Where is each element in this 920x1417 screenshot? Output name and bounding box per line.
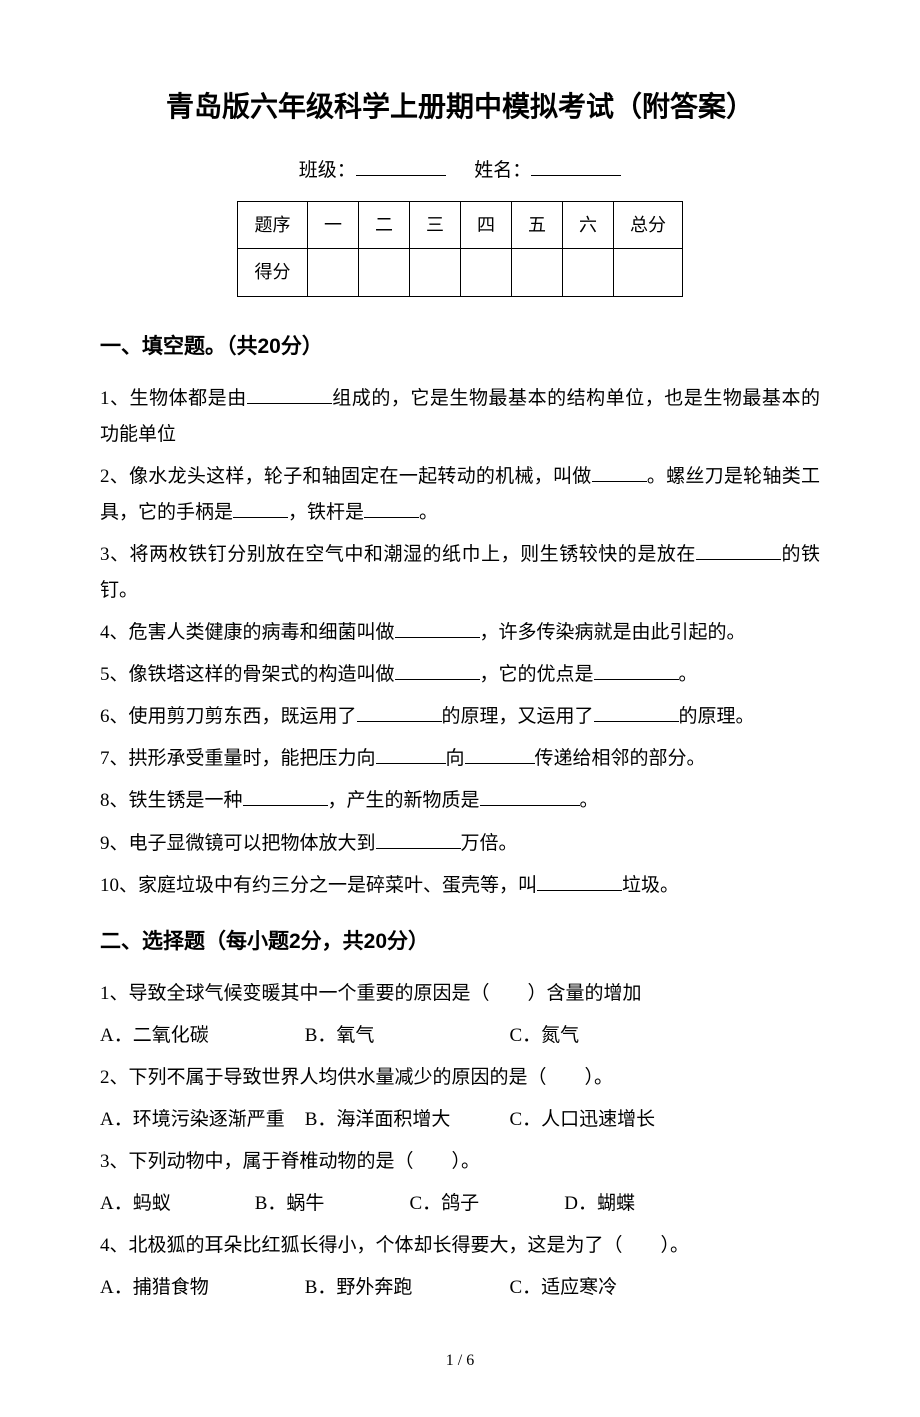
question-9: 9、电子显微镜可以把物体放大到 万倍。 [100,826,820,862]
q-text: 的原理，又运用了 [442,706,594,727]
blank [247,385,332,404]
page-title: 青岛版六年级科学上册期中模拟考试（附答案） [100,80,820,133]
option-a: A．环境污染逐渐严重 [100,1102,300,1138]
q-text: 传递给相邻的部分。 [535,748,706,769]
option-c: C．氮气 [510,1018,710,1054]
table-row: 题序 一 二 三 四 五 六 总分 [238,202,683,249]
cell-score [359,249,410,296]
mcq-2: 2、下列不属于导致世界人均供水量减少的原因的是（ ）。 [100,1060,820,1096]
score-table: 题序 一 二 三 四 五 六 总分 得分 [237,201,683,296]
question-2: 2、像水龙头这样，轮子和轴固定在一起转动的机械，叫做。螺丝刀是轮轴类工具，它的手… [100,459,820,531]
cell-total: 总分 [614,202,683,249]
option-a: A．捕猎食物 [100,1270,300,1306]
option-c: C．鸽子 [410,1186,560,1222]
q-text: 3、将两枚铁钉分别放在空气中和潮湿的纸巾上，则生锈较快的是放在 [100,544,696,565]
blank [376,830,461,849]
option-b: B．蜗牛 [255,1186,405,1222]
blank [376,745,446,764]
blank [233,499,288,518]
name-blank [531,157,621,176]
mcq-4: 4、北极狐的耳朵比红狐长得小，个体却长得要大，这是为了（ ）。 [100,1228,820,1264]
option-b: B．海洋面积增大 [305,1102,505,1138]
option-a: A．蚂蚁 [100,1186,250,1222]
blank [395,619,480,638]
blank [696,541,781,560]
option-b: B．氧气 [305,1018,505,1054]
page-number: 1 / 6 [100,1346,820,1376]
question-8: 8、铁生锈是一种 ，产生的新物质是 。 [100,783,820,819]
option-b: B．野外奔跑 [305,1270,505,1306]
cell-score [614,249,683,296]
q-text: 8、铁生锈是一种 [100,790,243,811]
option-d: D．蝴蝶 [564,1186,714,1222]
q-text: 2、像水龙头这样，轮子和轴固定在一起转动的机械，叫做 [100,466,592,487]
blank [480,787,580,806]
name-label: 姓名： [474,160,531,181]
blank [594,661,679,680]
question-7: 7、拱形承受重量时，能把压力向 向 传递给相邻的部分。 [100,741,820,777]
q-text: 5、像铁塔这样的骨架式的构造叫做 [100,664,395,685]
mcq-1: 1、导致全球气候变暖其中一个重要的原因是（ ）含量的增加 [100,976,820,1012]
blank [243,787,328,806]
option-a: A．二氧化碳 [100,1018,300,1054]
section2-heading: 二、选择题（每小题2分，共20分） [100,922,820,962]
q-text: 向 [446,748,465,769]
q-text: 。 [419,502,438,523]
option-c: C．人口迅速增长 [510,1102,710,1138]
question-5: 5、像铁塔这样的骨架式的构造叫做 ，它的优点是 。 [100,657,820,693]
q-text: 万倍。 [461,833,518,854]
q-text: 10、家庭垃圾中有约三分之一是碎菜叶、蛋壳等，叫 [100,875,537,896]
class-blank [356,157,446,176]
section1-heading: 一、填空题。（共20分） [100,327,820,367]
cell-header: 题序 [238,202,308,249]
q-text: 。 [580,790,599,811]
cell-col6: 六 [563,202,614,249]
q-text: 垃圾。 [622,875,679,896]
q-text: ，许多传染病就是由此引起的。 [480,622,746,643]
q-text: 4、危害人类健康的病毒和细菌叫做 [100,622,395,643]
blank [364,499,419,518]
cell-score [410,249,461,296]
cell-score [563,249,614,296]
q-text: 1、生物体都是由 [100,388,247,409]
option-c: C．适应寒冷 [510,1270,710,1306]
mcq-4-options: A．捕猎食物 B．野外奔跑 C．适应寒冷 [100,1270,820,1306]
mcq-1-options: A．二氧化碳 B．氧气 C．氮气 [100,1018,820,1054]
cell-col4: 四 [461,202,512,249]
cell-score-label: 得分 [238,249,308,296]
blank [592,463,647,482]
question-3: 3、将两枚铁钉分别放在空气中和潮湿的纸巾上，则生锈较快的是放在的铁钉。 [100,537,820,609]
q-text: 7、拱形承受重量时，能把压力向 [100,748,376,769]
blank [594,703,679,722]
table-row: 得分 [238,249,683,296]
q-text: 的原理。 [679,706,755,727]
cell-col3: 三 [410,202,461,249]
q-text: ，铁杆是 [288,502,364,523]
mcq-3: 3、下列动物中，属于脊椎动物的是（ ）。 [100,1144,820,1180]
q-text: 6、使用剪刀剪东西，既运用了 [100,706,357,727]
mcq-2-options: A．环境污染逐渐严重 B．海洋面积增大 C．人口迅速增长 [100,1102,820,1138]
question-10: 10、家庭垃圾中有约三分之一是碎菜叶、蛋壳等，叫 垃圾。 [100,868,820,904]
blank [537,872,622,891]
q-text: 。 [679,664,698,685]
question-4: 4、危害人类健康的病毒和细菌叫做 ，许多传染病就是由此引起的。 [100,615,820,651]
blank [465,745,535,764]
q-text: ，产生的新物质是 [328,790,480,811]
cell-score [512,249,563,296]
question-1: 1、生物体都是由组成的，它是生物最基本的结构单位，也是生物最基本的功能单位 [100,381,820,453]
mcq-3-options: A．蚂蚁 B．蜗牛 C．鸽子 D．蝴蝶 [100,1186,820,1222]
cell-col2: 二 [359,202,410,249]
cell-score [308,249,359,296]
class-label: 班级： [299,160,356,181]
q-text: 9、电子显微镜可以把物体放大到 [100,833,376,854]
cell-score [461,249,512,296]
blank [357,703,442,722]
blank [395,661,480,680]
q-text: ，它的优点是 [480,664,594,685]
class-name-row: 班级： 姓名： [100,153,820,189]
cell-col1: 一 [308,202,359,249]
cell-col5: 五 [512,202,563,249]
question-6: 6、使用剪刀剪东西，既运用了 的原理，又运用了 的原理。 [100,699,820,735]
